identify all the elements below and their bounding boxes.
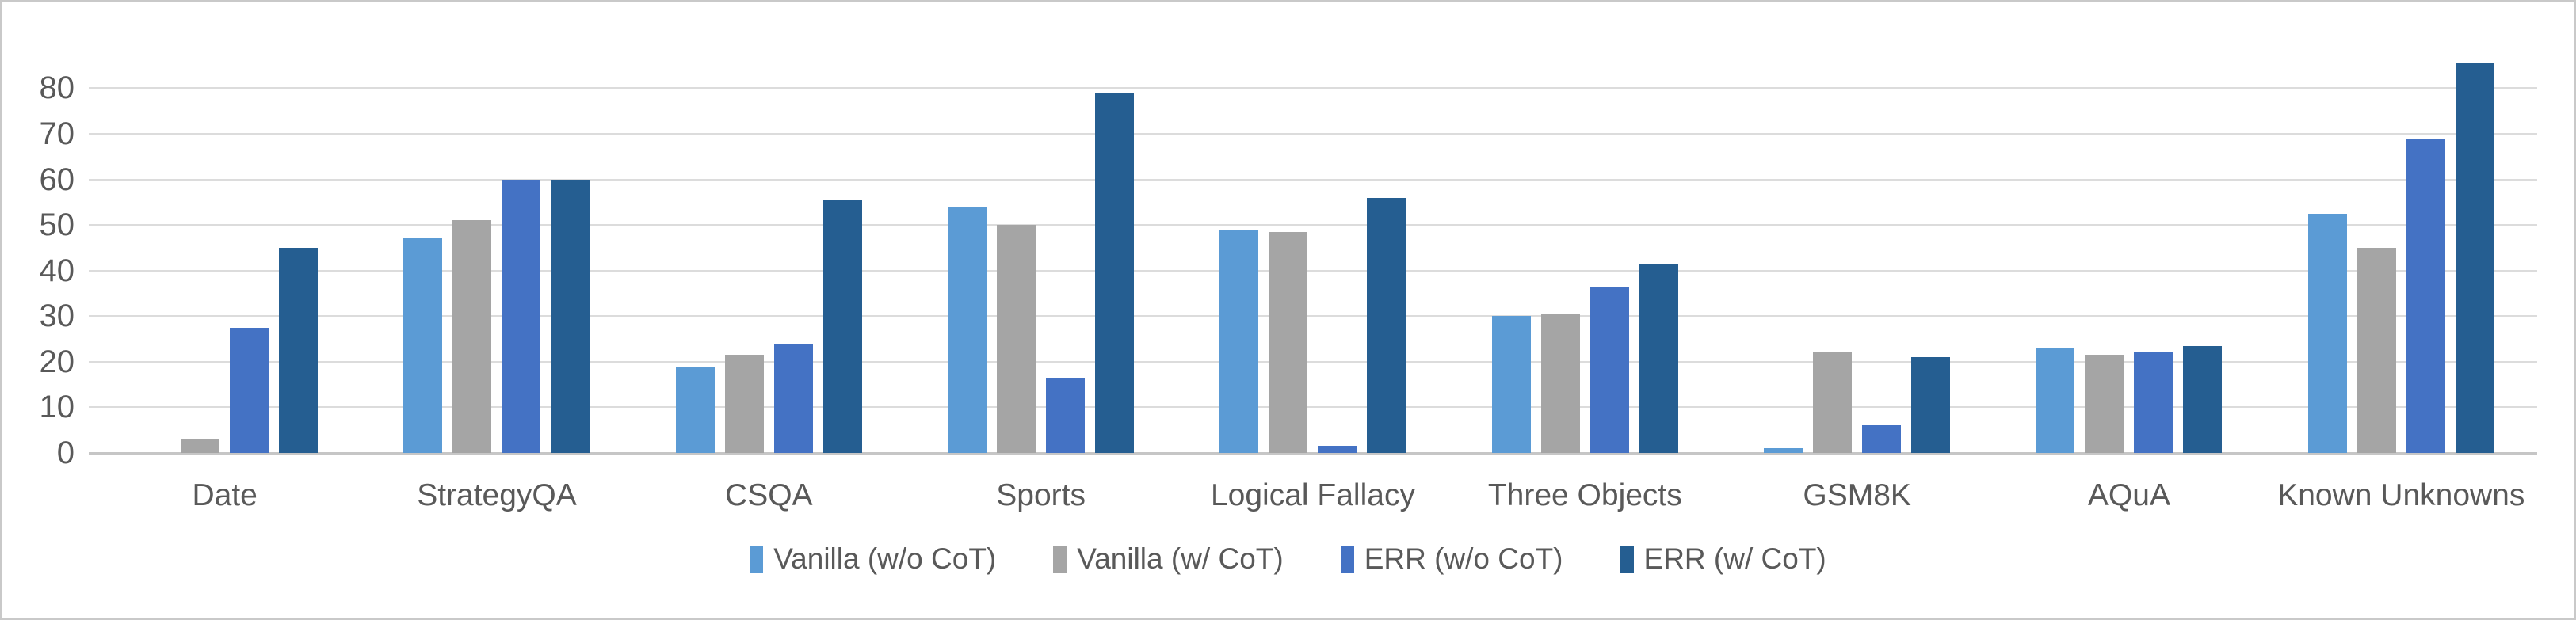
x-axis-label-date: Date <box>192 478 258 512</box>
bar-group-aqua <box>1993 41 2265 453</box>
bar-vanilla-w-o-cot-three-objects <box>1491 316 1531 453</box>
x-axis-label-sports: Sports <box>996 478 1086 512</box>
bar-err-w-cot-gsm8k <box>1911 357 1951 453</box>
bar-err-w-cot-date <box>279 247 319 453</box>
bar-err-w-cot-csqa <box>822 200 862 453</box>
bar-group-strategyqa <box>361 41 632 453</box>
y-tick-label: 40 <box>39 253 75 288</box>
legend-label: ERR (w/ CoT) <box>1643 542 1826 575</box>
bar-err-w-cot-known-unknowns <box>2455 63 2494 453</box>
bar-vanilla-w-o-cot-logical-fallacy <box>1219 229 1259 453</box>
bar-err-w-o-cot-strategyqa <box>502 179 541 453</box>
gridline <box>89 224 2537 226</box>
gridline <box>89 178 2537 181</box>
x-axis-label-csqa: CSQA <box>725 478 813 512</box>
bar-vanilla-w-cot-strategyqa <box>452 220 492 453</box>
bar-vanilla-w-o-cot-known-unknowns <box>2307 213 2347 453</box>
bar-group-gsm8k <box>1721 41 1993 453</box>
y-tick-label: 20 <box>39 344 75 379</box>
y-tick-label: 70 <box>39 116 75 151</box>
bar-vanilla-w-cot-aqua <box>2085 355 2124 453</box>
bar-err-w-cot-logical-fallacy <box>1367 197 1406 453</box>
plot-area <box>89 41 2537 453</box>
bar-group-sports <box>905 41 1177 453</box>
bar-vanilla-w-cot-date <box>181 439 220 453</box>
bar-vanilla-w-cot-known-unknowns <box>2357 247 2396 453</box>
legend-item-err-w-cot: ERR (w/ CoT) <box>1620 542 1826 576</box>
bar-err-w-o-cot-logical-fallacy <box>1318 446 1357 453</box>
legend-swatch-icon <box>750 545 764 573</box>
bar-err-w-o-cot-sports <box>1046 378 1086 453</box>
x-axis-label-strategyqa: StrategyQA <box>417 478 577 512</box>
legend-swatch-icon <box>1620 545 1634 573</box>
bar-err-w-o-cot-known-unknowns <box>2406 138 2445 453</box>
x-axis-label-logical-fallacy: Logical Fallacy <box>1210 478 1415 512</box>
legend-label: Vanilla (w/o CoT) <box>773 542 997 575</box>
bar-err-w-cot-sports <box>1095 93 1135 453</box>
x-axis-label-aqua: AQuA <box>2087 478 2170 512</box>
bar-vanilla-w-cot-gsm8k <box>1813 352 1853 453</box>
y-tick-label: 80 <box>39 70 75 106</box>
bar-err-w-o-cot-aqua <box>2134 352 2173 453</box>
bar-vanilla-w-cot-csqa <box>724 355 764 453</box>
gridline <box>89 360 2537 363</box>
bar-vanilla-w-o-cot-strategyqa <box>403 238 443 453</box>
bar-vanilla-w-cot-three-objects <box>1540 314 1580 453</box>
x-axis-label-known-unknowns: Known Unknowns <box>2277 478 2525 512</box>
bar-vanilla-w-o-cot-sports <box>948 207 987 453</box>
bar-err-w-cot-aqua <box>2183 345 2223 453</box>
bar-group-csqa <box>633 41 905 453</box>
bar-vanilla-w-o-cot-aqua <box>2036 348 2075 453</box>
y-tick-label: 10 <box>39 390 75 425</box>
legend-swatch-icon <box>1053 545 1067 573</box>
legend: Vanilla (w/o CoT) Vanilla (w/ CoT) ERR (w/… <box>2 542 2574 576</box>
bar-vanilla-w-cot-sports <box>997 225 1036 453</box>
x-axis: Date StrategyQA CSQA Sports Logical Fallacy T… <box>89 478 2537 513</box>
gridline <box>89 133 2537 135</box>
y-tick-label: 50 <box>39 207 75 243</box>
bar-vanilla-w-o-cot-csqa <box>675 366 715 453</box>
x-axis-label-three-objects: Three Objects <box>1487 478 1682 512</box>
legend-label: ERR (w/o CoT) <box>1364 542 1563 575</box>
legend-item-vanilla-w-o-cot: Vanilla (w/o CoT) <box>750 542 996 576</box>
legend-swatch-icon <box>1340 545 1354 573</box>
bar-group-three-objects <box>1449 41 1721 453</box>
bar-vanilla-w-cot-logical-fallacy <box>1269 231 1308 453</box>
gridline <box>89 269 2537 272</box>
bar-err-w-cot-three-objects <box>1639 264 1678 453</box>
gridline <box>89 87 2537 89</box>
y-tick-label: 30 <box>39 299 75 334</box>
bar-err-w-o-cot-date <box>230 327 269 453</box>
bar-err-w-o-cot-three-objects <box>1589 286 1629 453</box>
bar-vanilla-w-o-cot-gsm8k <box>1764 448 1803 453</box>
x-axis-label-gsm8k: GSM8K <box>1803 478 1911 512</box>
legend-label: Vanilla (w/ CoT) <box>1077 542 1284 575</box>
gridline <box>89 406 2537 409</box>
y-tick-label: 60 <box>39 162 75 197</box>
bar-err-w-o-cot-csqa <box>773 343 813 453</box>
bar-group-logical-fallacy <box>1177 41 1448 453</box>
bar-err-w-o-cot-gsm8k <box>1862 425 1902 453</box>
bar-group-known-unknowns <box>2265 41 2537 453</box>
bar-group-date <box>89 41 361 453</box>
y-tick-label: 0 <box>56 436 74 470</box>
legend-item-vanilla-w-cot: Vanilla (w/ CoT) <box>1053 542 1284 576</box>
gridline <box>89 315 2537 318</box>
x-axis-line <box>89 452 2537 455</box>
bar-err-w-cot-strategyqa <box>551 179 590 453</box>
legend-item-err-w-o-cot: ERR (w/o CoT) <box>1340 542 1563 576</box>
